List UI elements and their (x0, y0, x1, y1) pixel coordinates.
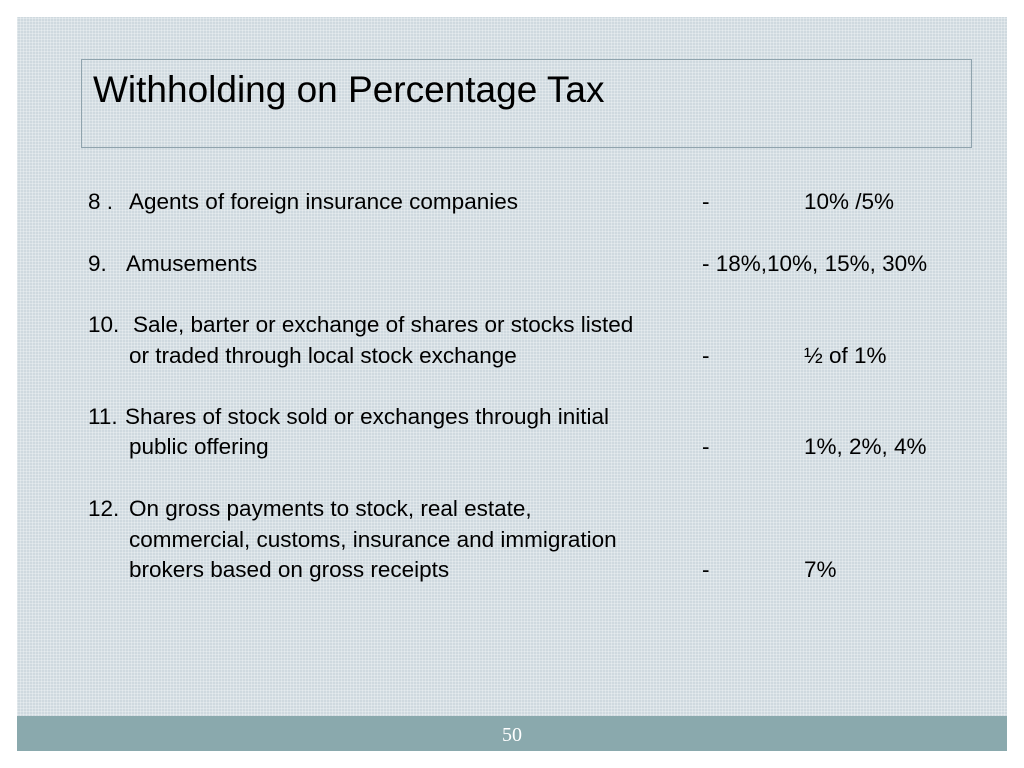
item-10-number: 10. (88, 312, 120, 337)
item-9-rate: - 18%,10%, 15%, 30% (702, 251, 928, 276)
item-12-rate: 7% (804, 557, 837, 582)
page-number: 50 (502, 724, 522, 746)
item-9-number: 9. (88, 251, 107, 276)
item-9-text-line-1: Amusements (126, 251, 258, 276)
item-10-dash: - (702, 343, 710, 368)
title-box: Withholding on Percentage Tax (81, 59, 972, 148)
item-12-number: 12. (88, 496, 120, 521)
item-12-text-line-2: commercial, customs, insurance and immig… (129, 527, 617, 552)
item-11-number: 11. (88, 404, 118, 429)
item-8-rate: 10% /5% (804, 189, 895, 214)
item-8-text-line-1: Agents of foreign insurance companies (129, 189, 518, 214)
item-10-text-line-1: Sale, barter or exchange of shares or st… (133, 312, 634, 337)
item-11-text-line-2: public offering (129, 434, 269, 459)
item-10-text-line-2: or traded through local stock exchange (129, 343, 517, 368)
item-11-text-line-1: Shares of stock sold or exchanges throug… (125, 404, 610, 429)
footer-bar: 50 (17, 716, 1007, 751)
slide-background (17, 17, 1007, 751)
item-12-text-line-1: On gross payments to stock, real estate, (129, 496, 532, 521)
item-8-dash: - (702, 189, 710, 214)
item-8-number: 8 . (88, 189, 114, 214)
item-10-rate: ½ of 1% (804, 343, 887, 368)
slide-title: Withholding on Percentage Tax (93, 69, 605, 110)
item-11-dash: - (702, 434, 710, 459)
item-12-text-line-3: brokers based on gross receipts (129, 557, 450, 582)
item-12-dash: - (702, 557, 710, 582)
item-11-rate: 1%, 2%, 4% (804, 434, 927, 459)
